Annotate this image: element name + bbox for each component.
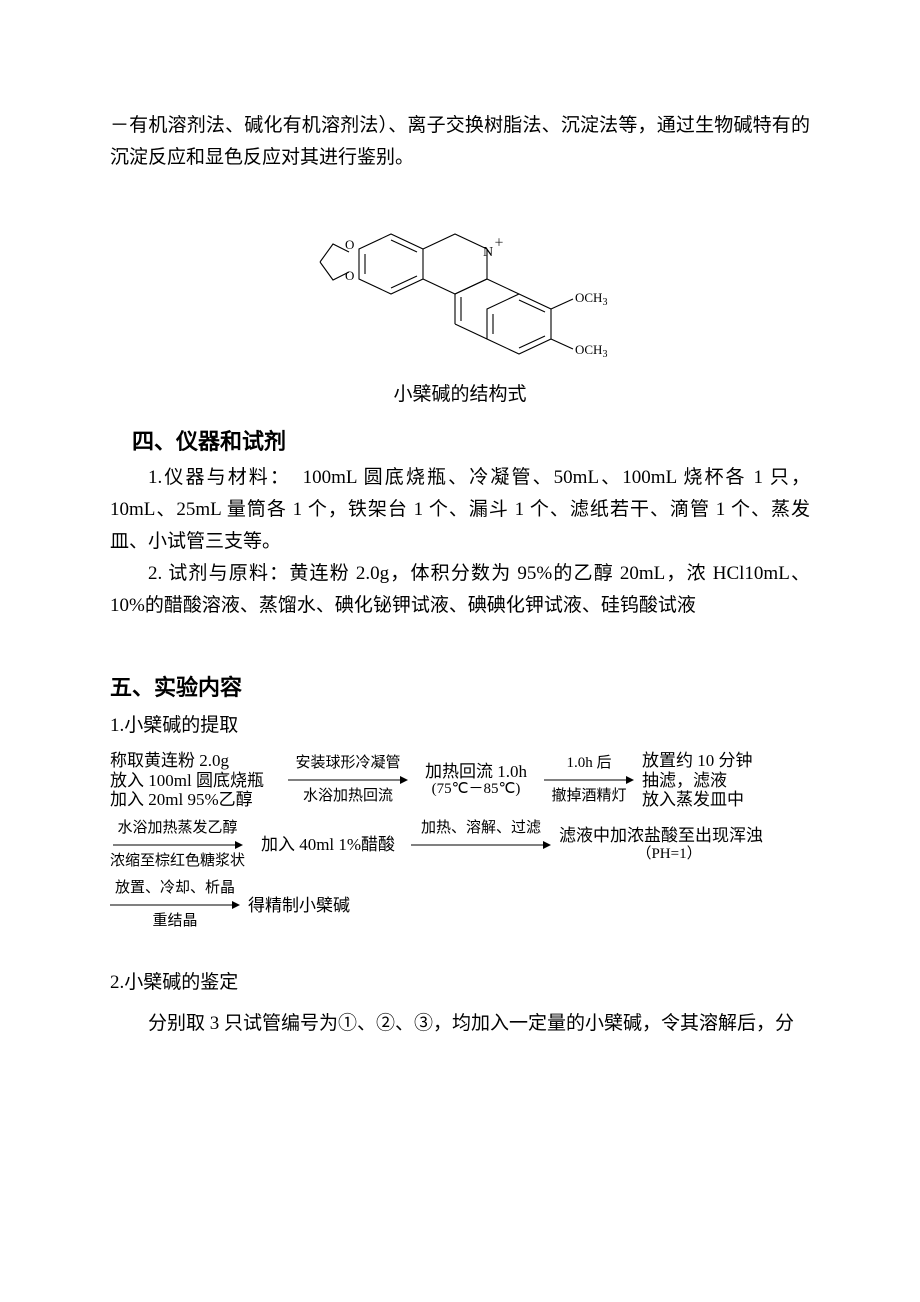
arrow-bot: 浓缩至棕红色糖浆状 [110,853,245,870]
structure-figure: O O N ＋ [110,194,810,406]
arrow-bot: 撤掉酒精灯 [551,788,626,805]
arrow-top: 加热、溶解、过滤 [421,820,541,837]
flow-cell-5: 滤液中加浓盐酸至出现浑浊 （PH=1） [559,826,779,863]
flow-row-1: 称取黄连粉 2.0g 放入 100ml 圆底烧瓶 加入 20ml 95%乙醇 安… [110,751,810,810]
sec5-sub1: 1.小檗碱的提取 [110,710,810,737]
arrow-icon [544,774,634,786]
flow-text: 放置约 10 分钟 [642,751,782,771]
n-label: N [483,245,493,260]
flow-cell-2: 加热回流 1.0h (75℃－85℃) [416,762,536,799]
arrow-bot: 水浴加热回流 [303,788,393,805]
intro-paragraph: －有机溶剂法、碱化有机溶剂法）、离子交换树脂法、沉淀法等，通过生物碱特有的沉淀反… [110,110,810,174]
flow-text: 称取黄连粉 2.0g [110,751,280,771]
flow-text: 放入蒸发皿中 [642,790,782,810]
flow-arrow-5: 放置、冷却、析晶 重结晶 [110,880,248,931]
och3-label-2: OCH3 [575,342,607,360]
och3-label-1: OCH3 [575,290,607,308]
arrow-top: 安装球形冷凝管 [295,755,400,772]
flow-diagram: 称取黄连粉 2.0g 放入 100ml 圆底烧瓶 加入 20ml 95%乙醇 安… [110,751,810,931]
arrow-icon [113,839,243,851]
sec5-sub2: 2.小檗碱的鉴定 [110,967,810,994]
flow-cell-1: 称取黄连粉 2.0g 放入 100ml 圆底烧瓶 加入 20ml 95%乙醇 [110,751,280,810]
sec4-p2: 2. 试剂与原料：黄连粉 2.0g，体积分数为 95%的乙醇 20mL，浓 HC… [110,558,810,622]
page: －有机溶剂法、碱化有机溶剂法）、离子交换树脂法、沉淀法等，通过生物碱特有的沉淀反… [0,0,920,1302]
flow-arrow-4: 加热、溶解、过滤 [403,820,559,871]
flow-row-3: 放置、冷却、析晶 重结晶 得精制小檗碱 [110,880,810,931]
flow-text: 加入 20ml 95%乙醇 [110,790,280,810]
section-5-title: 五、实验内容 [110,670,810,702]
flow-row-2: 水浴加热蒸发乙醇 浓缩至棕红色糖浆状 加入 40ml 1%醋酸 加热、溶解、过滤… [110,820,810,871]
arrow-icon [288,774,408,786]
berberine-structure-svg: O O N ＋ [305,194,615,379]
arrow-icon [411,839,551,851]
flow-text: 得精制小檗碱 [248,896,350,916]
sec4-p1: 1.仪器与材料： 100mL 圆底烧瓶、冷凝管、50mL、100mL 烧杯各 1… [110,462,810,558]
section-4-title: 四、仪器和试剂 [110,424,810,456]
flow-cell-4: 加入 40ml 1%醋酸 [253,835,403,855]
flow-text: （PH=1） [559,846,779,863]
o-label-2: O [345,268,354,283]
flow-text: 抽滤，滤液 [642,771,782,791]
arrow-bot: 重结晶 [152,913,197,930]
flow-text: 滤液中加浓盐酸至出现浑浊 [559,826,779,846]
arrow-top: 1.0h 后 [566,755,611,772]
figure-caption: 小檗碱的结构式 [110,379,810,406]
flow-text: (75℃－85℃) [432,781,521,798]
o-label-1: O [345,237,354,252]
sec5-p2: 分别取 3 只试管编号为①、②、③，均加入一定量的小檗碱，令其溶解后，分 [110,1008,810,1040]
n-plus: ＋ [494,238,504,249]
flow-text: 加热回流 1.0h [425,762,527,782]
arrow-bot [479,853,483,870]
arrow-icon [110,899,240,911]
flow-arrow-2: 1.0h 后 撤掉酒精灯 [536,755,642,806]
arrow-top: 放置、冷却、析晶 [115,880,235,897]
flow-text: 放入 100ml 圆底烧瓶 [110,771,280,791]
flow-text: 加入 40ml 1%醋酸 [261,835,395,855]
arrow-top: 水浴加热蒸发乙醇 [118,820,238,837]
flow-arrow-1: 安装球形冷凝管 水浴加热回流 [280,755,416,806]
flow-cell-6: 得精制小檗碱 [248,896,350,916]
flow-arrow-3: 水浴加热蒸发乙醇 浓缩至棕红色糖浆状 [110,820,253,871]
flow-cell-3: 放置约 10 分钟 抽滤，滤液 放入蒸发皿中 [642,751,782,810]
